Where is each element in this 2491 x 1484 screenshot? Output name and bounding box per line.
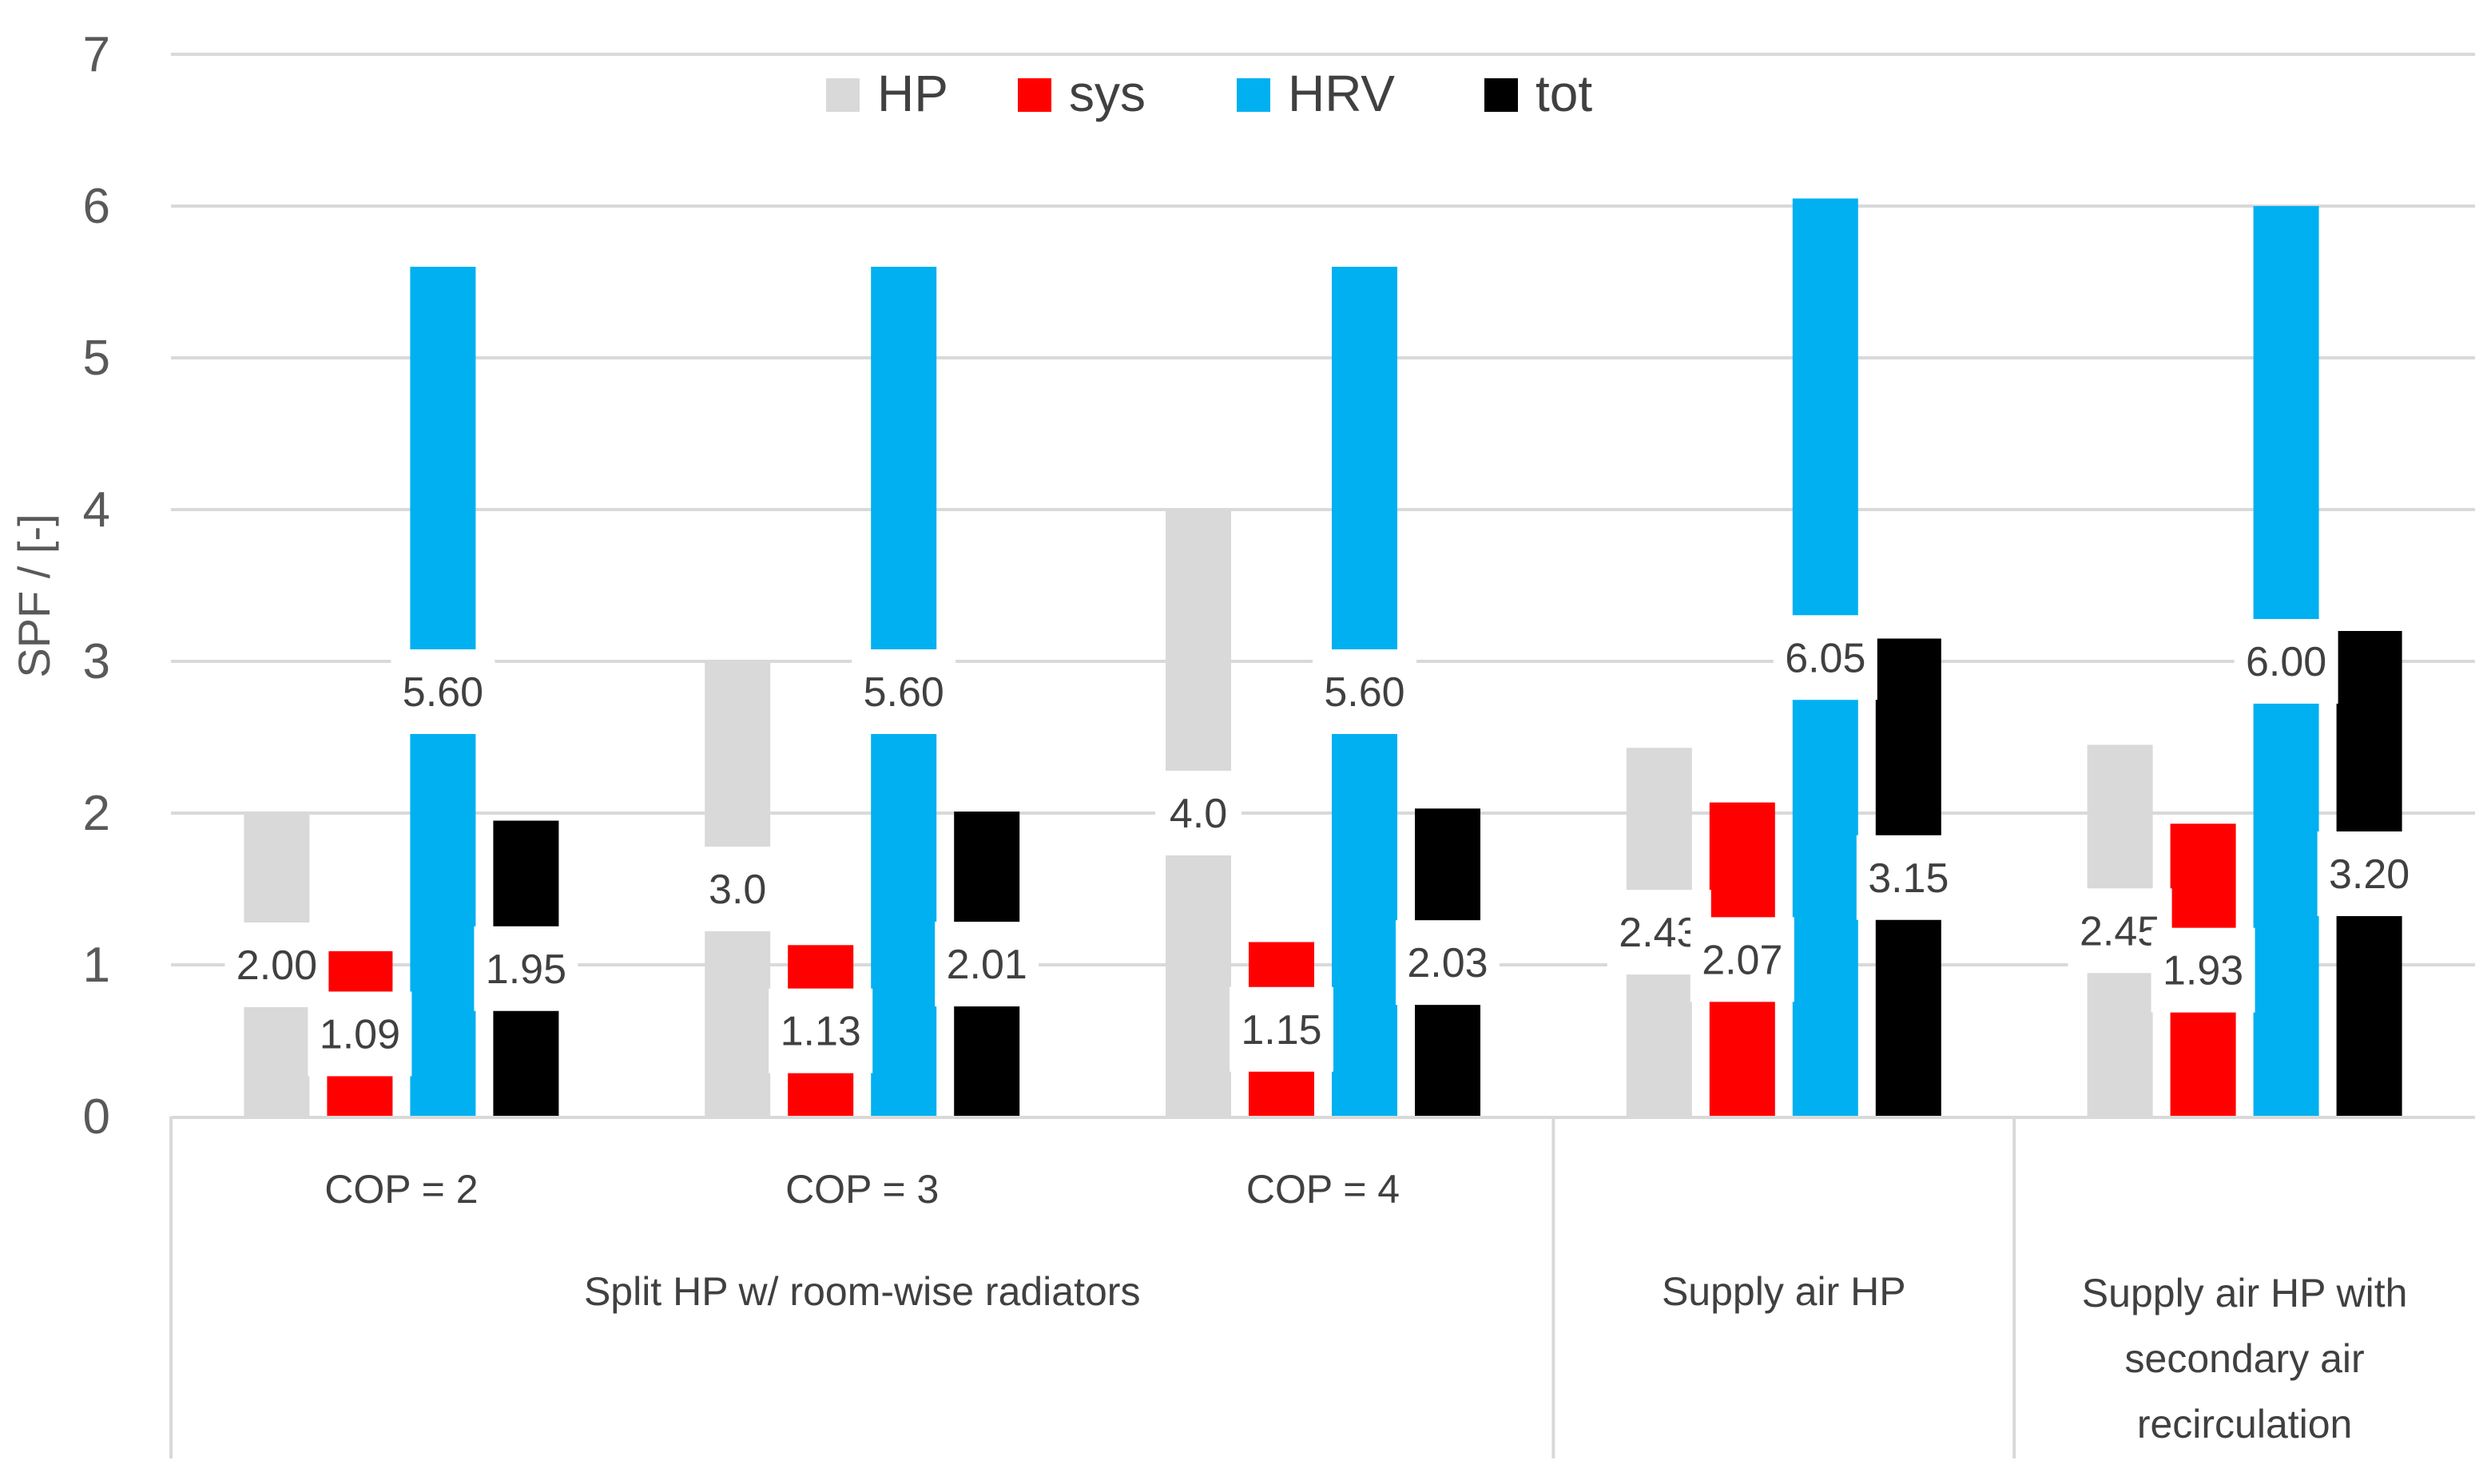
data-label-box (1396, 920, 1500, 1006)
legend-label: sys (1069, 65, 1146, 122)
y-tick-label: 4 (83, 482, 110, 538)
data-label-box (1856, 835, 1961, 920)
data-label-box (769, 988, 873, 1073)
legend-swatch-sys (1018, 78, 1051, 112)
y-tick-label: 0 (83, 1089, 110, 1145)
data-label: 2.45 (2080, 908, 2160, 954)
data-label: 5.60 (403, 669, 483, 716)
data-label-box (694, 847, 781, 931)
data-label: 1.95 (486, 946, 566, 993)
y-axis-title: SPF / [-] (9, 514, 59, 677)
category-label: COP = 3 (785, 1167, 939, 1212)
data-label-box (308, 991, 412, 1077)
data-labels: 2.001.09 5.60 1.95 3.0 1.13 5.60 2.01 4.0 1.15 5.… (224, 615, 2421, 1077)
data-label: 6.05 (1785, 635, 1865, 681)
data-label: 6.00 (2246, 639, 2326, 685)
data-label: 1.93 (2163, 948, 2243, 994)
group-label: secondary air (2125, 1336, 2365, 1381)
legend-label: HP (877, 65, 948, 122)
data-label: 4.0 (1170, 791, 1227, 837)
y-tick-label: 6 (83, 179, 110, 234)
y-tick-label: 2 (83, 786, 110, 841)
legend-swatch-hrv (1237, 78, 1270, 112)
y-tick-label: 3 (83, 634, 110, 689)
group-label: Supply air HP (1662, 1269, 1906, 1314)
legend-swatch-hp (826, 78, 860, 112)
data-label: 2.43 (1619, 910, 1699, 956)
data-label: 2.00 (236, 942, 317, 989)
data-label: 1.09 (320, 1011, 400, 1057)
data-label-box (935, 922, 1039, 1007)
group-label: Split HP w/ room-wise radiators (584, 1269, 1141, 1314)
y-tick-label: 7 (83, 27, 110, 82)
data-label: 5.60 (1324, 669, 1404, 716)
legend-swatch-tot (1484, 78, 1518, 112)
group-label: Supply air HP with (2082, 1271, 2408, 1315)
y-tick-label: 5 (83, 331, 110, 386)
category-label: COP = 4 (1246, 1167, 1400, 1212)
category-axis: COP = 2 COP = 3 COP = 4 Split HP w/ room-wi… (169, 1116, 2475, 1458)
data-label: 5.60 (864, 669, 944, 716)
data-label-box (1313, 649, 1416, 734)
data-label: 2.03 (1407, 940, 1488, 986)
group-label: recirculation (2137, 1402, 2353, 1446)
data-label: 3.0 (709, 867, 766, 913)
data-label-box (852, 649, 956, 734)
data-label-box (2317, 831, 2421, 916)
data-label: 1.13 (781, 1009, 861, 1055)
legend: HP sys HRV tot (826, 65, 1592, 122)
y-axis-ticks: 0 1 2 3 4 5 6 7 (83, 27, 110, 1145)
data-label-box (1155, 771, 1242, 855)
data-label: 2.07 (1702, 937, 1782, 983)
data-label: 3.15 (1868, 855, 1949, 902)
data-label-box (1773, 615, 1877, 700)
y-tick-label: 1 (83, 938, 110, 993)
legend-label: HRV (1288, 65, 1395, 122)
data-label-box (1690, 917, 1794, 1002)
data-label-box (1230, 986, 1333, 1072)
category-label: COP = 2 (324, 1167, 478, 1212)
legend-label: tot (1536, 65, 1592, 122)
data-label-box (2234, 619, 2338, 704)
data-label-box (391, 649, 495, 734)
data-label: 2.01 (947, 942, 1027, 988)
data-label-box (474, 926, 578, 1011)
data-label-box (2151, 927, 2255, 1013)
data-label: 1.15 (1241, 1007, 1321, 1053)
data-label: 3.20 (2329, 851, 2410, 898)
